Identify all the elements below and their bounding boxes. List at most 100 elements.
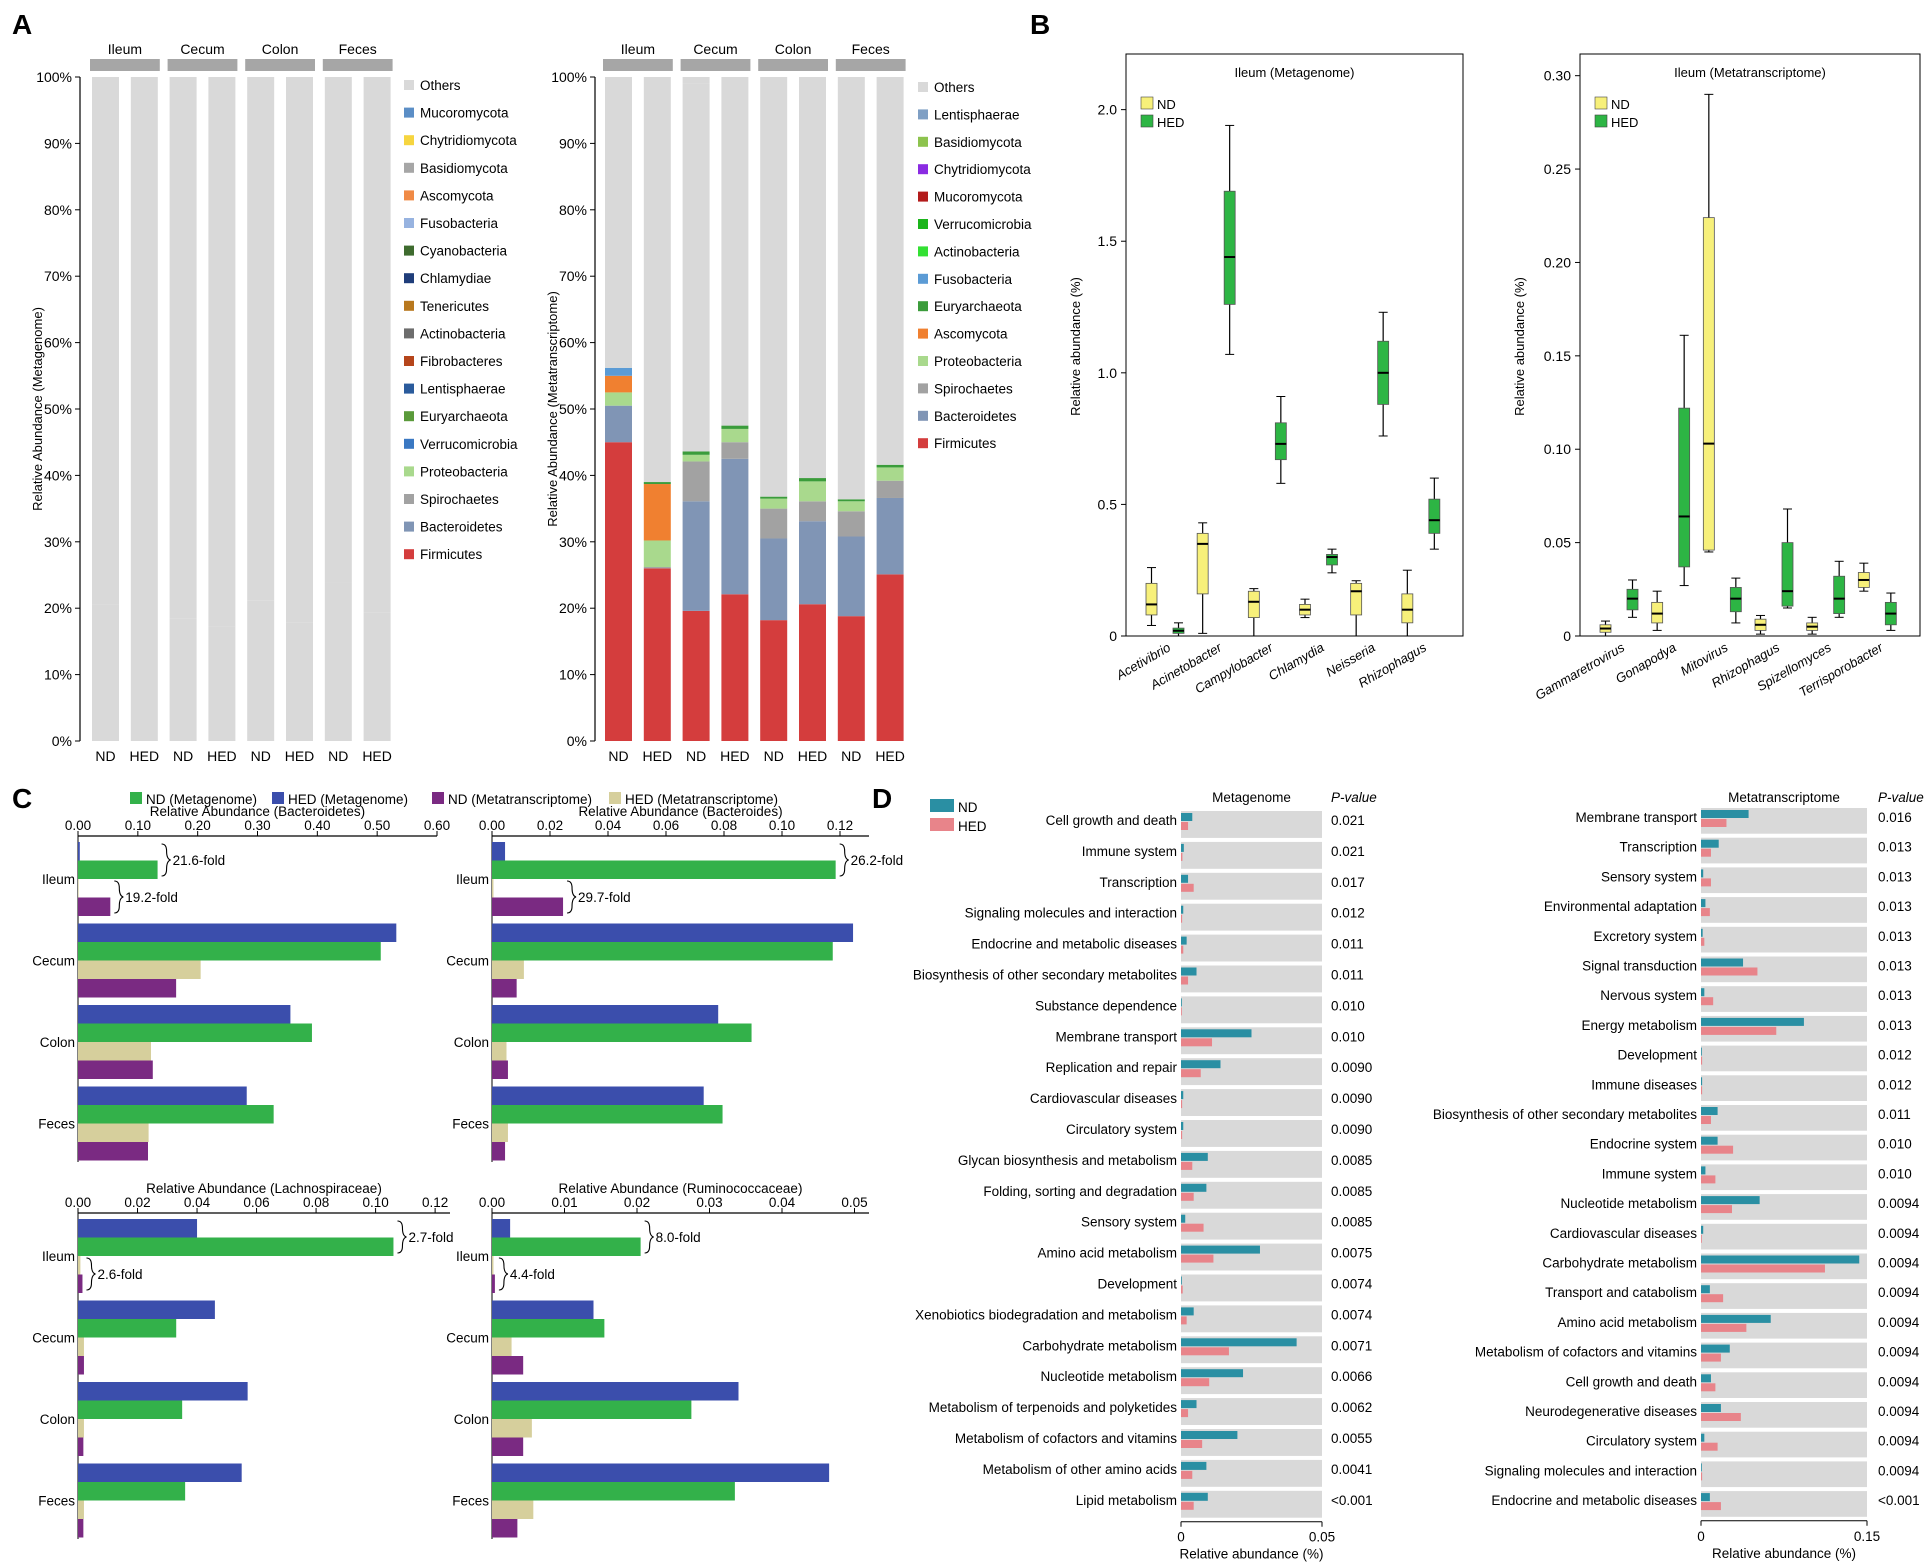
legend-label: ND (Metatranscriptome): [448, 792, 592, 807]
bar: [78, 1005, 291, 1024]
bar-segment: [837, 499, 865, 502]
bar-hed: [1181, 1316, 1187, 1325]
pvalue-header: P-value: [1331, 790, 1377, 805]
pvalue: 0.011: [1331, 968, 1364, 983]
bar-hed: [1701, 1383, 1716, 1392]
bar-segment: [286, 622, 313, 741]
category-label: Ileum: [42, 1249, 75, 1264]
group-strip: [680, 59, 751, 71]
x-tick-label: 0.10: [362, 1195, 388, 1210]
box: [1247, 590, 1260, 618]
bar-segment: [130, 324, 158, 741]
bar-segment: [760, 508, 788, 539]
bar-hed: [1181, 883, 1194, 892]
legend-label: Proteobacteria: [420, 464, 508, 479]
bar-hed: [1181, 945, 1184, 954]
bar-segment: [799, 501, 826, 522]
bar: [78, 1382, 248, 1401]
pvalue: 0.021: [1331, 813, 1365, 828]
y-axis-label: Relative abundance (%): [1512, 277, 1527, 416]
pvalue: 0.0094: [1878, 1374, 1920, 1389]
category-label: Endocrine and metabolic diseases: [1491, 1493, 1697, 1508]
row-background: [1701, 837, 1867, 864]
bar-segment: [837, 511, 865, 537]
row-background: [1701, 1461, 1867, 1488]
category-label: Development: [1097, 1277, 1177, 1292]
x-tick-label: 0.05: [1309, 1530, 1335, 1545]
row-background: [1181, 1274, 1322, 1302]
bar: [492, 897, 564, 916]
legend-swatch: [404, 328, 414, 339]
legend-swatch: [609, 792, 621, 804]
category-label: Feces: [452, 1494, 489, 1509]
bar-hed: [1701, 819, 1727, 827]
category-label: Lipid metabolism: [1076, 1493, 1177, 1508]
bar: [492, 1042, 507, 1061]
bar-nd: [1181, 1214, 1186, 1223]
bar-hed: [1701, 878, 1711, 887]
category-label: Xenobiotics biodegradation and metabolis…: [915, 1307, 1177, 1322]
legend-swatch: [404, 80, 414, 90]
y-tick-label: 0.25: [1544, 161, 1571, 177]
bar-segment: [799, 478, 826, 482]
y-tick-label: 30%: [559, 534, 587, 550]
y-tick-label: 100%: [551, 69, 587, 85]
fold-annotation: 8.0-fold: [656, 1230, 701, 1245]
bar-segment: [760, 496, 788, 499]
legend-swatch: [432, 792, 444, 804]
x-tick-label: ND: [764, 748, 784, 764]
bar-nd: [1701, 958, 1744, 967]
bar-segment: [876, 497, 904, 575]
group-label: Cecum: [180, 41, 224, 57]
legend-label: Fusobacteria: [420, 216, 499, 231]
pvalue: 0.013: [1878, 929, 1912, 944]
bar: [492, 860, 836, 879]
y-tick-label: 20%: [44, 600, 72, 616]
bar-hed: [1701, 1086, 1703, 1095]
x-tick-label: 0.04: [769, 1195, 796, 1210]
legend-swatch: [918, 273, 928, 284]
y-tick-label: 0: [1109, 628, 1117, 644]
category-label: Ileum: [456, 872, 489, 887]
bar-segment: [721, 442, 749, 459]
bar: [492, 1005, 719, 1024]
box: [1833, 575, 1846, 614]
legend-label: Cyanobacteria: [420, 244, 508, 259]
legend-swatch: [272, 792, 284, 804]
group-strip: [322, 59, 393, 71]
y-tick-label: 50%: [44, 401, 72, 417]
row-background: [1181, 934, 1322, 962]
bar-hed: [1701, 967, 1758, 976]
x-tick-label: ND: [95, 748, 115, 764]
bar-nd: [1181, 874, 1189, 883]
legend-label: Ascomycota: [934, 327, 1008, 342]
category-label: Biosynthesis of other secondary metaboli…: [913, 968, 1177, 983]
x-tick-label: HED: [798, 748, 828, 764]
bar-segment: [837, 77, 865, 500]
bar-segment: [837, 616, 865, 741]
fold-bracket: [397, 1220, 407, 1254]
bar-nd: [1181, 1029, 1252, 1038]
bar-segment: [721, 425, 749, 429]
bar: [492, 1463, 830, 1482]
category-label: Circulatory system: [1066, 1122, 1177, 1137]
y-tick-label: 20%: [559, 600, 587, 616]
pvalue: 0.011: [1331, 937, 1364, 952]
bar-segment: [682, 501, 710, 611]
legend-label: Actinobacteria: [420, 326, 506, 341]
box: [1781, 542, 1794, 607]
x-tick-label: 0.06: [653, 818, 679, 833]
legend-label: HED: [1611, 115, 1638, 130]
bar-hed: [1181, 1440, 1203, 1448]
bar-hed: [1701, 1234, 1702, 1243]
bar-hed: [1701, 997, 1714, 1006]
x-tick-label: HED: [875, 748, 905, 764]
x-tick-label: 0.15: [1854, 1529, 1880, 1544]
group-strip: [245, 59, 315, 71]
category-label: Ileum: [456, 1249, 489, 1264]
x-tick-label: ND: [251, 748, 271, 764]
bar-nd: [1181, 1338, 1297, 1347]
row-background: [1701, 1372, 1867, 1398]
pvalue: 0.0090: [1331, 1091, 1372, 1106]
x-axis-label: Relative abundance (%): [1712, 1546, 1856, 1561]
